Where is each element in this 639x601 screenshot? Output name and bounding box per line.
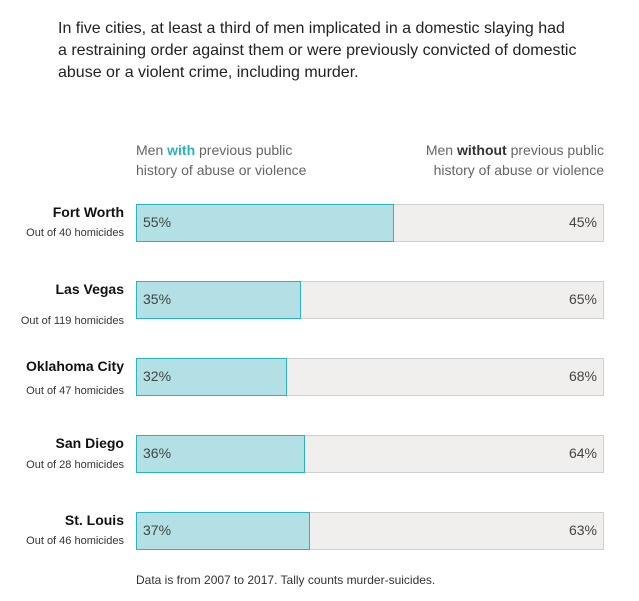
bar-without: 37% 63% (136, 512, 604, 550)
city-label: San Diego (55, 435, 124, 451)
bar-with (136, 281, 301, 319)
legend-with-line2: history of abuse or violence (136, 162, 307, 178)
bar-without: 35% 65% (136, 281, 604, 319)
value-label-without: 63% (568, 522, 597, 538)
legend-with-pre: Men (136, 142, 168, 158)
homicide-count-label: Out of 28 homicides (26, 459, 124, 471)
value-label-with: 35% (143, 291, 172, 307)
city-label: Las Vegas (55, 281, 125, 297)
legend-without-emphasis: without (456, 142, 507, 158)
value-label-without: 68% (568, 368, 597, 384)
footnote: Data is from 2007 to 2017. Tally counts … (136, 573, 436, 587)
legend-without: Men without previous public history of a… (426, 140, 604, 180)
legend-with: Men with previous public history of abus… (136, 140, 306, 180)
bar-with (136, 358, 287, 396)
bar-without: 55% 45% (136, 204, 604, 242)
city-label: St. Louis (64, 512, 124, 528)
legend-with-post: previous public (195, 142, 293, 158)
legend-without-line2: history of abuse or violence (433, 162, 604, 178)
chart-row: San Diego Out of 28 homicides 36% 64% (0, 434, 639, 474)
value-label-without: 45% (568, 214, 597, 230)
chart-title: In five cities, at least a third of men … (58, 20, 577, 81)
homicide-count-label: Out of 40 homicides (26, 227, 124, 239)
value-label-without: 64% (568, 445, 597, 461)
homicide-count-label: Out of 46 homicides (26, 535, 124, 547)
legend-without-line1: Men without previous public (426, 140, 604, 160)
chart-row: Fort Worth Out of 40 homicides 55% 45% (0, 203, 639, 243)
bar-with (136, 204, 394, 242)
city-label: Oklahoma City (25, 358, 124, 374)
value-label-with: 55% (143, 214, 172, 230)
city-label: Fort Worth (52, 204, 124, 220)
legend-without-post: previous public (506, 142, 604, 158)
legend-with-line1: Men with previous public (136, 140, 306, 160)
chart-row: Oklahoma City Out of 47 homicides 32% 68% (0, 357, 639, 397)
legend-without-pre: Men (425, 142, 457, 158)
chart-row: Las Vegas Out of 119 homicides 35% 65% (0, 280, 639, 327)
homicide-count-label: Out of 119 homicides (20, 315, 124, 327)
value-label-with: 32% (143, 368, 172, 384)
bar-with (136, 512, 310, 550)
chart-row: St. Louis Out of 46 homicides 37% 63% (0, 511, 639, 551)
legend-with-emphasis: with (167, 142, 196, 158)
bar-without: 32% 68% (136, 358, 604, 396)
value-label-with: 37% (143, 522, 172, 538)
value-label-without: 65% (568, 291, 597, 307)
homicide-count-label: Out of 47 homicides (26, 385, 124, 397)
value-label-with: 36% (143, 445, 172, 461)
bar-without: 36% 64% (136, 435, 604, 473)
bar-with (136, 435, 305, 473)
